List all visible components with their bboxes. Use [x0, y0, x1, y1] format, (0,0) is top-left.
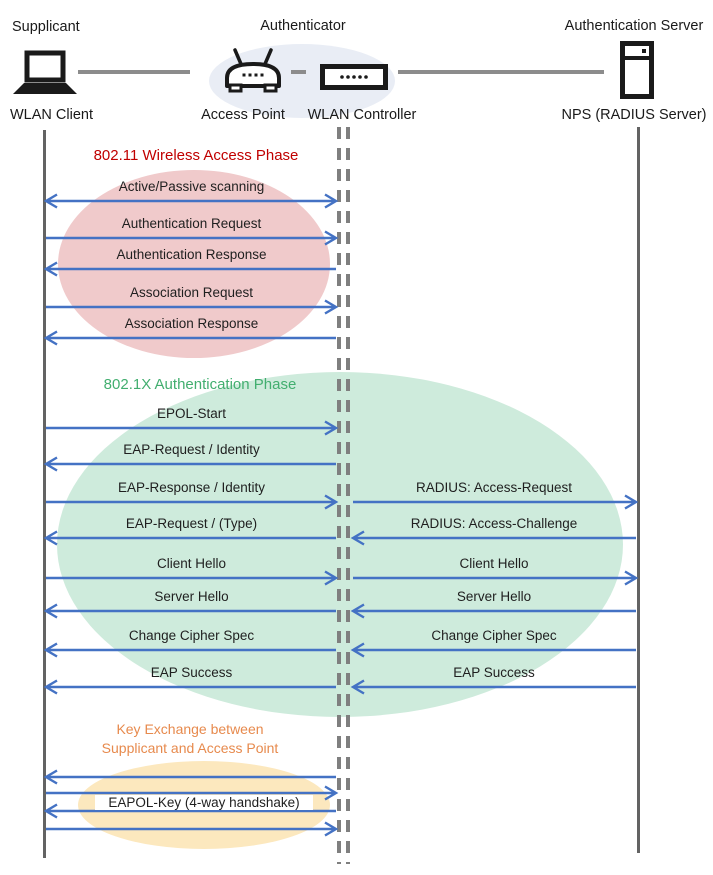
access-point-icon [225, 48, 281, 93]
message-arrow [46, 299, 339, 315]
message-label: RADIUS: Access-Request [415, 480, 573, 495]
message-arrow [43, 679, 336, 695]
message-label: EAP-Request / (Type) [125, 516, 258, 531]
message-label: Change Cipher Spec [431, 628, 557, 643]
eapol-key-label: EAPOL-Key (4-way handshake) [95, 795, 313, 810]
device-label-nps-radius-server: NPS (RADIUS Server) [561, 107, 707, 123]
message-arrow [46, 570, 339, 586]
message-arrow [350, 679, 636, 695]
message-arrow [43, 261, 336, 277]
wlan-controller-icon [320, 64, 388, 90]
message-arrow [43, 769, 336, 785]
message-arrow [43, 803, 336, 819]
message-arrow [43, 330, 336, 346]
message-arrow [350, 530, 636, 546]
message-arrow [350, 603, 636, 619]
message-label: Active/Passive scanning [118, 179, 265, 194]
message-label: Authentication Response [116, 247, 267, 262]
message-arrow [43, 456, 336, 472]
message-label: EPOL-Start [156, 406, 227, 421]
message-label: Server Hello [154, 589, 229, 604]
message-label: Client Hello [459, 556, 529, 571]
message-arrow [43, 530, 336, 546]
message-arrow [353, 570, 639, 586]
message-arrow [43, 193, 339, 209]
controller-lifeline-dashed-left [337, 127, 341, 864]
device-label-wlan-controller: WLAN Controller [307, 107, 417, 123]
message-arrow [43, 642, 336, 658]
message-label: Authentication Request [121, 216, 262, 231]
message-arrow [46, 230, 339, 246]
message-arrow [353, 494, 639, 510]
message-arrow [43, 603, 336, 619]
client-lifeline [43, 130, 46, 858]
role-label-authentication-server: Authentication Server [564, 18, 704, 34]
message-arrow [46, 420, 339, 436]
message-arrow [46, 494, 339, 510]
message-label: EAP-Response / Identity [117, 480, 266, 495]
message-label: Client Hello [156, 556, 227, 571]
server-icon [620, 41, 654, 99]
message-label: Server Hello [456, 589, 532, 604]
message-label: EAP-Request / Identity [123, 442, 260, 457]
message-arrow [46, 785, 339, 801]
message-arrow [350, 642, 636, 658]
role-label-supplicant: Supplicant [12, 19, 80, 35]
message-label: Association Response [124, 316, 259, 331]
role-label-authenticator: Authenticator [260, 18, 346, 34]
connector-ap-controller [291, 70, 306, 74]
message-label: Association Request [129, 285, 254, 300]
message-label: EAP Success [150, 665, 233, 680]
server-lifeline [637, 127, 640, 853]
message-label: Change Cipher Spec [128, 628, 255, 643]
laptop-icon [13, 50, 77, 94]
message-arrow [46, 821, 339, 837]
phase1-title: 802.11 Wireless Access Phase [93, 147, 299, 164]
message-label: EAP Success [453, 665, 535, 680]
controller-lifeline-dashed-right [346, 127, 350, 864]
message-label: RADIUS: Access-Challenge [410, 516, 578, 531]
device-label-access-point: Access Point [201, 107, 285, 123]
connector-client-ap [78, 70, 190, 74]
phase3-title: Key Exchange between Supplicant and Acce… [101, 721, 279, 756]
connector-controller-server [398, 70, 604, 74]
device-label-wlan-client: WLAN Client [10, 107, 93, 123]
phase2-title: 802.1X Authentication Phase [103, 376, 297, 393]
